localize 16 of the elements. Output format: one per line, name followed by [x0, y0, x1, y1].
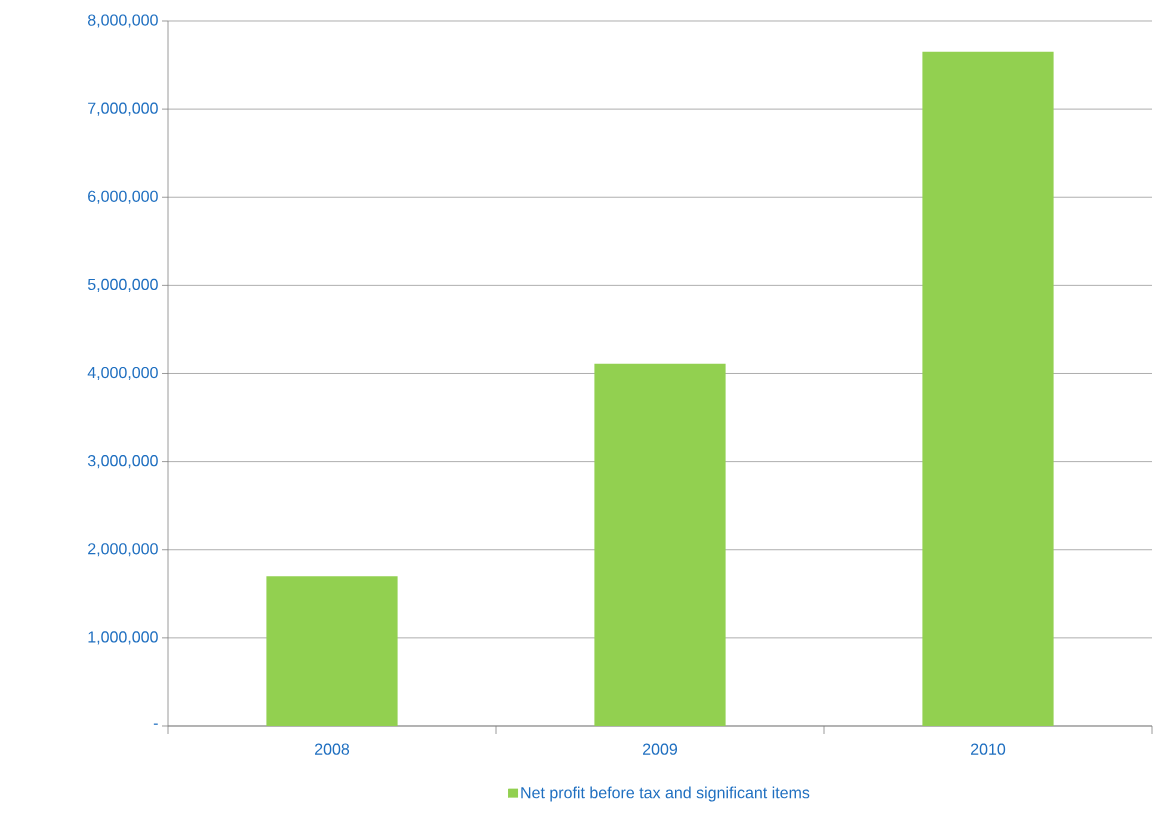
x-tick-label: 2008 [315, 743, 350, 755]
x-tick-label: 2009 [643, 743, 678, 755]
y-tick-label: 2,000,000 [88, 543, 158, 557]
bar [594, 363, 726, 726]
y-tick-label: 8,000,000 [87, 14, 158, 28]
legend-label: Net profit before tax and significant items [521, 786, 810, 802]
bar [266, 576, 398, 726]
bar [922, 51, 1054, 726]
y-tick-label: 7,000,000 [88, 102, 158, 116]
y-tick-label: 6,000,000 [88, 190, 158, 204]
y-tick-label: 5,000,000 [87, 278, 158, 292]
y-tick-label: 3,000,000 [87, 455, 158, 469]
y-tick-label: 1,000,000 [88, 631, 158, 645]
x-tick-label: 2010 [971, 743, 1006, 755]
y-tick-label: - [153, 723, 158, 725]
y-tick-label: 4,000,000 [87, 366, 158, 381]
